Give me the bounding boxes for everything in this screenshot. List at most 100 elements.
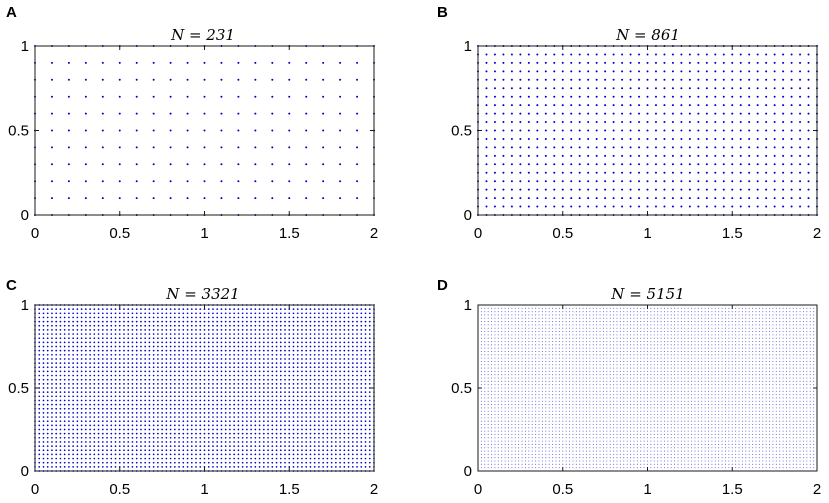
scatter-point — [152, 112, 155, 115]
scatter-point — [313, 345, 316, 348]
scatter-point — [118, 420, 121, 423]
scatter-point — [501, 414, 503, 416]
scatter-point — [497, 340, 499, 343]
scatter-point — [497, 347, 499, 349]
scatter-point — [80, 320, 83, 323]
scatter-point — [288, 61, 291, 64]
scatter-point — [356, 333, 358, 335]
scatter-point — [199, 370, 202, 373]
scatter-point — [161, 362, 163, 364]
scatter-point — [501, 463, 503, 465]
scatter-point — [161, 378, 163, 381]
scatter-point — [250, 337, 252, 340]
scatter-point — [501, 423, 503, 426]
scatter-point — [233, 362, 236, 364]
scatter-point — [309, 362, 312, 364]
scatter-point — [59, 312, 62, 315]
scatter-point — [157, 358, 159, 360]
scatter-point — [629, 188, 632, 191]
scatter-point — [250, 399, 252, 402]
scatter-point — [89, 416, 91, 418]
scatter-point — [250, 466, 252, 468]
scatter-point — [127, 333, 130, 335]
scatter-point — [237, 445, 240, 447]
scatter-point — [587, 121, 590, 124]
scatter-point — [347, 445, 350, 447]
scatter-point — [135, 428, 138, 431]
scatter-point — [178, 399, 180, 402]
scatter-point — [173, 441, 176, 443]
scatter-point — [271, 308, 274, 310]
scatter-point — [356, 129, 359, 132]
scatter-point — [220, 345, 223, 348]
scatter-point — [705, 180, 708, 183]
scatter-point — [497, 457, 499, 459]
scatter-point — [178, 308, 180, 310]
scatter-point — [347, 374, 350, 377]
scatter-point — [233, 316, 236, 319]
scatter-point — [178, 374, 180, 377]
scatter-point — [67, 180, 70, 183]
scatter-point — [55, 378, 58, 381]
scatter-point — [654, 180, 657, 183]
scatter-point — [510, 70, 513, 73]
scatter-point — [322, 353, 324, 356]
scatter-point — [487, 394, 489, 396]
scatter-point — [347, 391, 350, 393]
scatter-point — [326, 420, 329, 423]
scatter-point — [301, 391, 303, 393]
scatter-point — [237, 374, 240, 377]
scatter-point — [501, 324, 503, 326]
scatter-point — [212, 362, 214, 364]
scatter-point — [714, 205, 717, 208]
scatter-point — [322, 308, 324, 310]
scatter-point — [55, 449, 58, 452]
scatter-point — [203, 324, 206, 327]
scatter-point — [275, 358, 278, 360]
scatter-point — [157, 461, 159, 464]
scatter-point — [229, 337, 231, 340]
scatter-point — [491, 367, 493, 369]
scatter-point — [157, 308, 159, 310]
scatter-point — [46, 441, 49, 443]
scatter-point — [504, 360, 506, 362]
scatter-point — [782, 112, 785, 115]
scatter-point — [356, 324, 358, 327]
scatter-point — [322, 78, 325, 81]
scatter-point — [347, 383, 350, 385]
scatter-point — [72, 358, 74, 360]
scatter-point — [135, 112, 138, 115]
scatter-point — [705, 171, 708, 174]
scatter-point — [97, 428, 100, 431]
scatter-point — [131, 333, 134, 335]
scatter-point — [68, 370, 70, 373]
scatter-point — [123, 420, 125, 423]
scatter-point — [491, 420, 493, 422]
scatter-point — [504, 420, 506, 422]
scatter-point — [326, 378, 329, 381]
scatter-point — [89, 391, 91, 393]
scatter-point — [59, 395, 62, 398]
scatter-point — [497, 327, 499, 329]
scatter-point — [501, 427, 503, 429]
scatter-point — [157, 466, 159, 468]
scatter-point — [110, 445, 113, 447]
scatter-point — [773, 129, 776, 132]
scatter-point — [106, 383, 108, 385]
scatter-point — [224, 424, 227, 427]
scatter-point — [161, 441, 163, 443]
scatter-point — [335, 312, 337, 315]
scatter-point — [714, 129, 717, 132]
scatter-point — [135, 129, 138, 132]
scatter-point — [173, 466, 176, 468]
scatter-point — [258, 428, 261, 431]
scatter-point — [292, 324, 295, 327]
scatter-point — [347, 395, 350, 398]
x-tick-label: 0.5 — [552, 225, 573, 242]
scatter-point — [322, 358, 324, 360]
scatter-point — [80, 412, 83, 414]
scatter-point — [148, 387, 151, 389]
scatter-point — [497, 407, 499, 409]
scatter-point — [343, 403, 346, 406]
scatter-point — [284, 445, 286, 447]
